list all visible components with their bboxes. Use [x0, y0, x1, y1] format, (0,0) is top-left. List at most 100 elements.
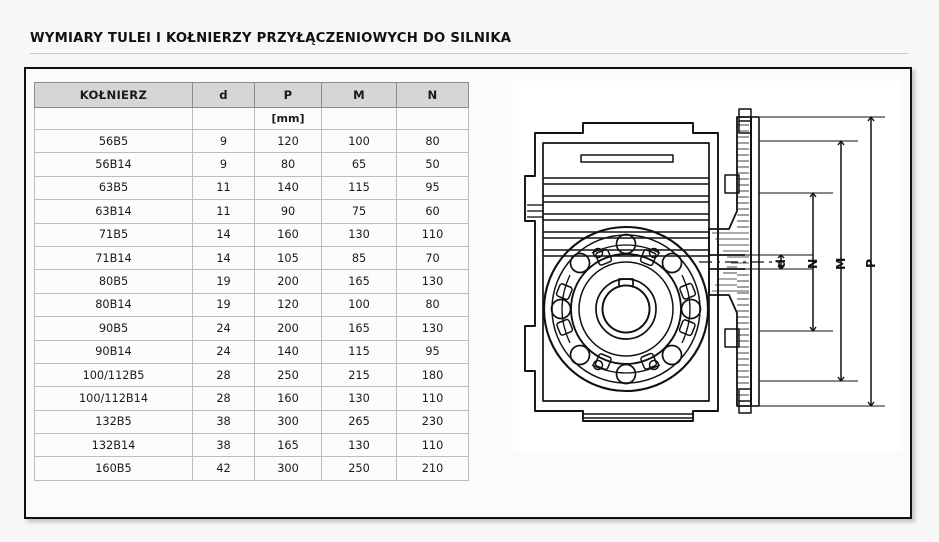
cell-d: 24 — [192, 339, 255, 364]
cell-kolnierz: 71B14 — [34, 245, 193, 271]
table-row: 132B5 38 300 265 230 — [34, 409, 469, 435]
cell-d: 19 — [192, 269, 255, 294]
cell-d: 9 — [192, 128, 255, 154]
table-row: 71B14 14 105 85 70 — [34, 245, 469, 271]
cell-d: 9 — [192, 152, 255, 177]
column-header-d: d — [192, 82, 255, 108]
cell-n: 210 — [396, 456, 469, 481]
table-row: 63B5 11 140 115 95 — [34, 175, 469, 201]
cell-kolnierz: 100/112B5 — [34, 362, 193, 388]
cell-kolnierz: 56B14 — [34, 152, 193, 177]
cell-m: 75 — [321, 199, 397, 224]
motor-adapter-flange-section — [708, 108, 760, 414]
cell-p: 105 — [254, 245, 322, 271]
cell-p: 300 — [254, 456, 322, 481]
cell-n: 60 — [396, 199, 469, 224]
title-divider — [30, 53, 908, 54]
cell-kolnierz: 80B14 — [34, 292, 193, 318]
cell-kolnierz: 80B5 — [34, 269, 193, 294]
cell-d: 24 — [192, 316, 255, 341]
table-header-row: KOŁNIERZ d P M N — [34, 82, 469, 108]
table-row: 80B14 19 120 100 80 — [34, 292, 469, 318]
flange-bolt-holes — [550, 233, 702, 385]
column-header-p: P — [254, 82, 322, 108]
cell-p: 120 — [254, 292, 322, 318]
title-block: WYMIARY TULEI I KOŁNIERZY PRZYŁĄCZENIOWY… — [30, 30, 910, 54]
column-header-n: N — [396, 82, 469, 108]
cell-n: 110 — [396, 433, 469, 458]
cell-n: 95 — [396, 339, 469, 364]
unit-cell-p: [mm] — [254, 107, 322, 130]
cell-kolnierz: 90B5 — [34, 316, 193, 341]
dimension-label-d: d — [773, 259, 788, 268]
cell-d: 42 — [192, 456, 255, 481]
cell-n: 50 — [396, 152, 469, 177]
cell-m: 250 — [321, 456, 397, 481]
cell-d: 11 — [192, 199, 255, 224]
cell-d: 11 — [192, 175, 255, 201]
cell-p: 250 — [254, 362, 322, 388]
cell-d: 38 — [192, 409, 255, 435]
table-row: 63B14 11 90 75 60 — [34, 199, 469, 224]
table-row: 80B5 19 200 165 130 — [34, 269, 469, 294]
cell-n: 130 — [396, 269, 469, 294]
table-body: [mm] 56B5 9 120 100 80 56B14 9 80 65 50 63B5 11 140 1… — [34, 107, 469, 481]
cell-m: 115 — [321, 175, 397, 201]
dimension-table: KOŁNIERZ d P M N [mm] — [34, 82, 469, 481]
cell-n: 80 — [396, 292, 469, 318]
table-row: 160B5 42 300 250 210 — [34, 456, 469, 481]
cell-m: 85 — [321, 245, 397, 271]
cell-m: 65 — [321, 152, 397, 177]
flange-webs — [561, 244, 691, 374]
cell-kolnierz: 71B5 — [34, 222, 193, 247]
table-row: 56B14 9 80 65 50 — [34, 152, 469, 177]
cell-m: 115 — [321, 339, 397, 364]
cell-p: 200 — [254, 269, 322, 294]
cell-p: 90 — [254, 199, 322, 224]
cell-p: 140 — [254, 175, 322, 201]
cell-m: 165 — [321, 316, 397, 341]
table-row: 132B14 38 165 130 110 — [34, 433, 469, 458]
cell-p: 140 — [254, 339, 322, 364]
cell-n: 230 — [396, 409, 469, 435]
cell-p: 80 — [254, 152, 322, 177]
cell-d: 28 — [192, 386, 255, 411]
housing-cooling-fins — [543, 154, 709, 257]
table-row: 90B14 24 140 115 95 — [34, 339, 469, 364]
column-header-m: M — [321, 82, 397, 108]
cell-kolnierz: 132B5 — [34, 409, 193, 435]
cell-n: 130 — [396, 316, 469, 341]
page-title: WYMIARY TULEI I KOŁNIERZY PRZYŁĄCZENIOWY… — [30, 31, 512, 46]
cell-d: 14 — [192, 245, 255, 271]
column-header-kolnierz: KOŁNIERZ — [34, 82, 193, 108]
cell-m: 100 — [321, 292, 397, 318]
cell-m: 130 — [321, 222, 397, 247]
cell-m: 165 — [321, 269, 397, 294]
dimension-table-container: KOŁNIERZ d P M N [mm] — [34, 82, 469, 481]
cell-p: 200 — [254, 316, 322, 341]
unit-cell-kolnierz — [34, 107, 193, 130]
cell-d: 14 — [192, 222, 255, 247]
cell-kolnierz: 132B14 — [34, 433, 193, 458]
cell-p: 160 — [254, 222, 322, 247]
output-flange-face — [542, 225, 710, 393]
cell-n: 180 — [396, 362, 469, 388]
cell-m: 215 — [321, 362, 397, 388]
cell-p: 165 — [254, 433, 322, 458]
table-row: 71B5 14 160 130 110 — [34, 222, 469, 247]
cell-n: 95 — [396, 175, 469, 201]
cell-d: 38 — [192, 433, 255, 458]
gearbox-drawing-svg: d N M P — [524, 108, 885, 422]
housing-side-ribs — [527, 204, 543, 218]
cell-kolnierz: 56B5 — [34, 128, 193, 154]
cell-p: 120 — [254, 128, 322, 154]
cell-n: 70 — [396, 245, 469, 271]
table-unit-row: [mm] — [34, 107, 469, 130]
cell-d: 28 — [192, 362, 255, 388]
cell-m: 130 — [321, 386, 397, 411]
housing-base-rail — [583, 413, 693, 419]
cell-m: 100 — [321, 128, 397, 154]
cell-d: 19 — [192, 292, 255, 318]
table-row: 100/112B14 28 160 130 110 — [34, 386, 469, 411]
